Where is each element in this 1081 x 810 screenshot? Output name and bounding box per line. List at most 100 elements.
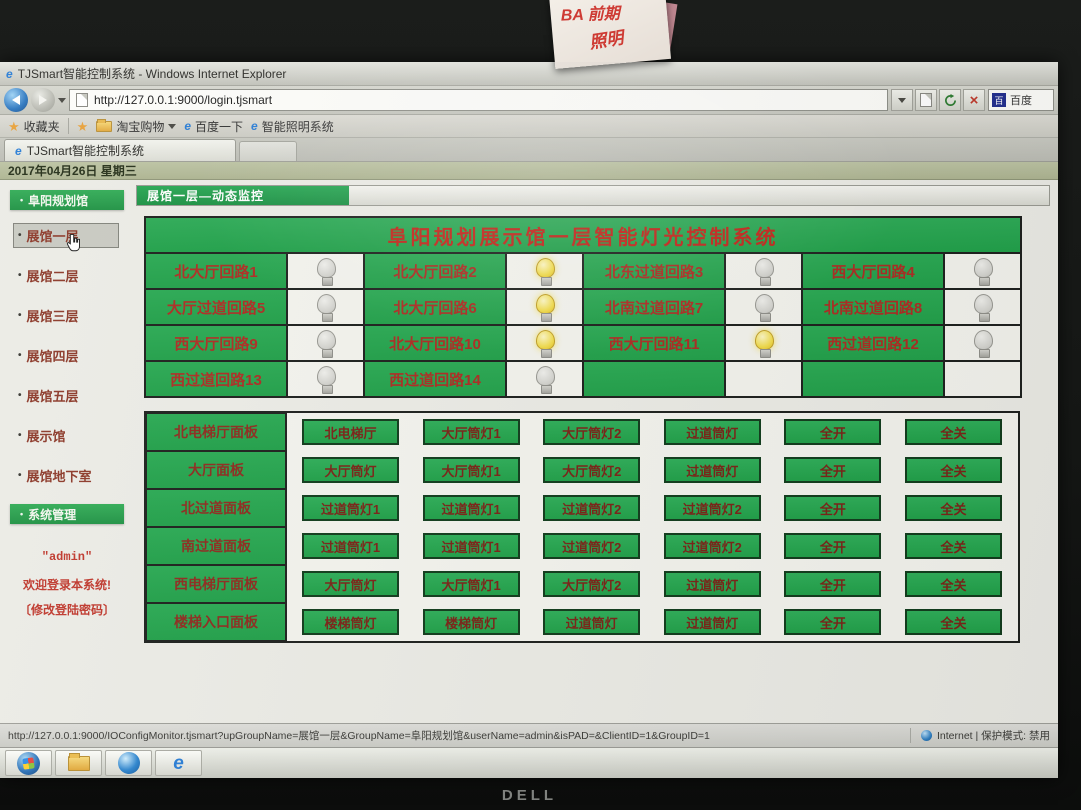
circuit-bulb-cell[interactable] [724,252,803,290]
all-off-button[interactable]: 全关 [904,495,1002,521]
sidebar-item-floor2[interactable]: • 展馆二层 [14,264,128,287]
browser-window: e TJSmart智能控制系统 - Windows Internet Explo… [0,62,1058,778]
circuit-label: 西过道回路12 [801,324,945,362]
panel-button[interactable]: 大厅筒灯 [302,457,399,483]
circuit-bulb-cell[interactable] [505,324,584,362]
panel-button[interactable]: 过道筒灯2 [663,495,761,521]
panel-button[interactable]: 大厅筒灯2 [543,419,641,445]
circuit-label: 北大厅回路2 [363,252,507,290]
all-off-button[interactable]: 全关 [904,609,1002,635]
panel-button[interactable]: 大厅筒灯2 [543,571,641,597]
panel-button[interactable]: 过道筒灯 [663,457,761,483]
taskbar-browser-button[interactable] [105,750,152,776]
circuit-bulb-cell[interactable] [286,324,365,362]
tab-favicon: e [15,143,22,158]
panel-button[interactable]: 过道筒灯1 [422,495,520,521]
circuit-bulb-cell[interactable] [286,252,365,290]
panel-button[interactable]: 楼梯筒灯 [422,609,520,635]
taskbar-explorer-button[interactable] [55,750,102,776]
circuit-label: 西大厅回路11 [582,324,726,362]
panel-button[interactable]: 大厅筒灯2 [543,457,641,483]
main-panel: 展馆一层—动态监控 阜阳规划展示馆一层智能灯光控制系统 北大厅回路1 北大厅回路… [132,180,1058,723]
panel-button[interactable]: 过道筒灯2 [543,495,641,521]
sidebar-item-floor3[interactable]: • 展馆三层 [14,304,128,327]
tab-strip: e TJSmart智能控制系统 [0,138,1058,162]
chevron-down-icon [898,97,906,103]
panel-button[interactable]: 大厅筒灯1 [422,571,520,597]
taskbar-ie-button[interactable]: e [155,750,202,776]
sidebar-item-floor5[interactable]: • 展馆五层 [14,384,128,407]
panel-button[interactable]: 过道筒灯 [663,419,761,445]
sidebar-system-header[interactable]: • 系统管理 [10,504,124,524]
circuit-bulb-cell[interactable] [724,324,803,362]
panel-button[interactable]: 过道筒灯 [663,609,761,635]
circuit-bulb-cell[interactable] [505,288,584,326]
circuit-bulb-cell[interactable] [286,288,365,326]
bulb-icon [535,257,555,286]
panel-button[interactable]: 过道筒灯1 [302,495,399,521]
all-on-button[interactable]: 全开 [784,419,882,445]
panel-label: 北过道面板 [145,488,287,528]
forward-button[interactable] [31,88,55,112]
new-tab-stub[interactable] [239,141,297,161]
change-password-link[interactable]: 〔修改登陆密码〕 [18,603,115,617]
circuit-bulb-cell[interactable] [943,324,1022,362]
panel-button[interactable]: 楼梯筒灯 [302,609,399,635]
circuit-bulb-cell[interactable] [505,252,584,290]
all-on-button[interactable]: 全开 [784,533,882,559]
start-button[interactable] [5,750,52,776]
circuit-bulb-cell[interactable] [505,360,584,398]
all-off-button[interactable]: 全关 [904,571,1002,597]
address-dropdown-button[interactable] [891,89,913,111]
all-off-button[interactable]: 全关 [904,533,1002,559]
main-title: 阜阳规划展示馆一层智能灯光控制系统 [144,216,1022,254]
sidebar-item-basement[interactable]: • 展馆地下室 [14,464,128,487]
chevron-down-icon [168,123,177,129]
panel-button[interactable]: 过道筒灯1 [302,533,399,559]
panel-button[interactable]: 过道筒灯 [543,609,641,635]
panel-button[interactable]: 大厅筒灯1 [422,419,520,445]
favorite-baidu[interactable]: e 百度一下 [184,118,243,135]
all-on-button[interactable]: 全开 [784,571,882,597]
compatibility-view-button[interactable] [915,89,937,111]
status-url: http://127.0.0.1:9000/IOConfigMonitor.tj… [8,730,710,742]
circuit-label-empty [801,360,945,398]
panel-button[interactable]: 过道筒灯2 [663,533,761,559]
stop-button[interactable]: × [963,89,985,111]
sidebar-group-header[interactable]: • 阜阳规划馆 [10,190,124,210]
all-on-button[interactable]: 全开 [784,457,882,483]
panel-button[interactable]: 过道筒灯1 [422,533,520,559]
back-button[interactable] [4,88,28,112]
panel-button[interactable]: 北电梯厅 [302,419,399,445]
refresh-button[interactable] [939,89,961,111]
sidebar-item-exhibit-hall[interactable]: • 展示馆 [14,424,128,447]
add-favorite-star-icon[interactable]: ★ [76,118,89,134]
all-off-button[interactable]: 全关 [904,419,1002,445]
all-on-button[interactable]: 全开 [784,495,882,521]
search-input[interactable]: 百 百度 [988,89,1054,111]
panel-button[interactable]: 过道筒灯 [663,571,761,597]
address-input[interactable]: http://127.0.0.1:9000/login.tjsmart [69,89,888,111]
bulb-icon [973,293,993,322]
monitor-tab[interactable]: 展馆一层—动态监控 [137,186,349,205]
panel-button[interactable]: 大厅筒灯 [302,571,399,597]
sidebar-item-floor4[interactable]: • 展馆四层 [14,344,128,367]
circuit-bulb-cell[interactable] [724,288,803,326]
circuit-label: 北南过道回路7 [582,288,726,326]
tab-tjsmart[interactable]: e TJSmart智能控制系统 [4,139,236,161]
panel-button[interactable]: 大厅筒灯1 [422,457,520,483]
circuit-bulb-cell[interactable] [943,288,1022,326]
history-dropdown-icon[interactable] [58,97,66,103]
panel-button[interactable]: 过道筒灯2 [543,533,641,559]
all-off-button[interactable]: 全关 [904,457,1002,483]
circuit-bulb-cell[interactable] [943,252,1022,290]
favorites-button[interactable]: ★ 收藏夹 [8,118,60,135]
favorite-lighting-system[interactable]: e 智能照明系统 [251,118,334,135]
all-on-button[interactable]: 全开 [784,609,882,635]
system-header-label: 系统管理 [28,507,77,522]
taskbar: e [0,747,1058,778]
favorite-taobao[interactable]: 淘宝购物 [96,118,177,135]
circuit-bulb-cell[interactable] [286,360,365,398]
sidebar-item-floor1[interactable]: • 展馆一层 [13,223,119,252]
sidebar-item-label: 展馆三层 [26,309,79,324]
